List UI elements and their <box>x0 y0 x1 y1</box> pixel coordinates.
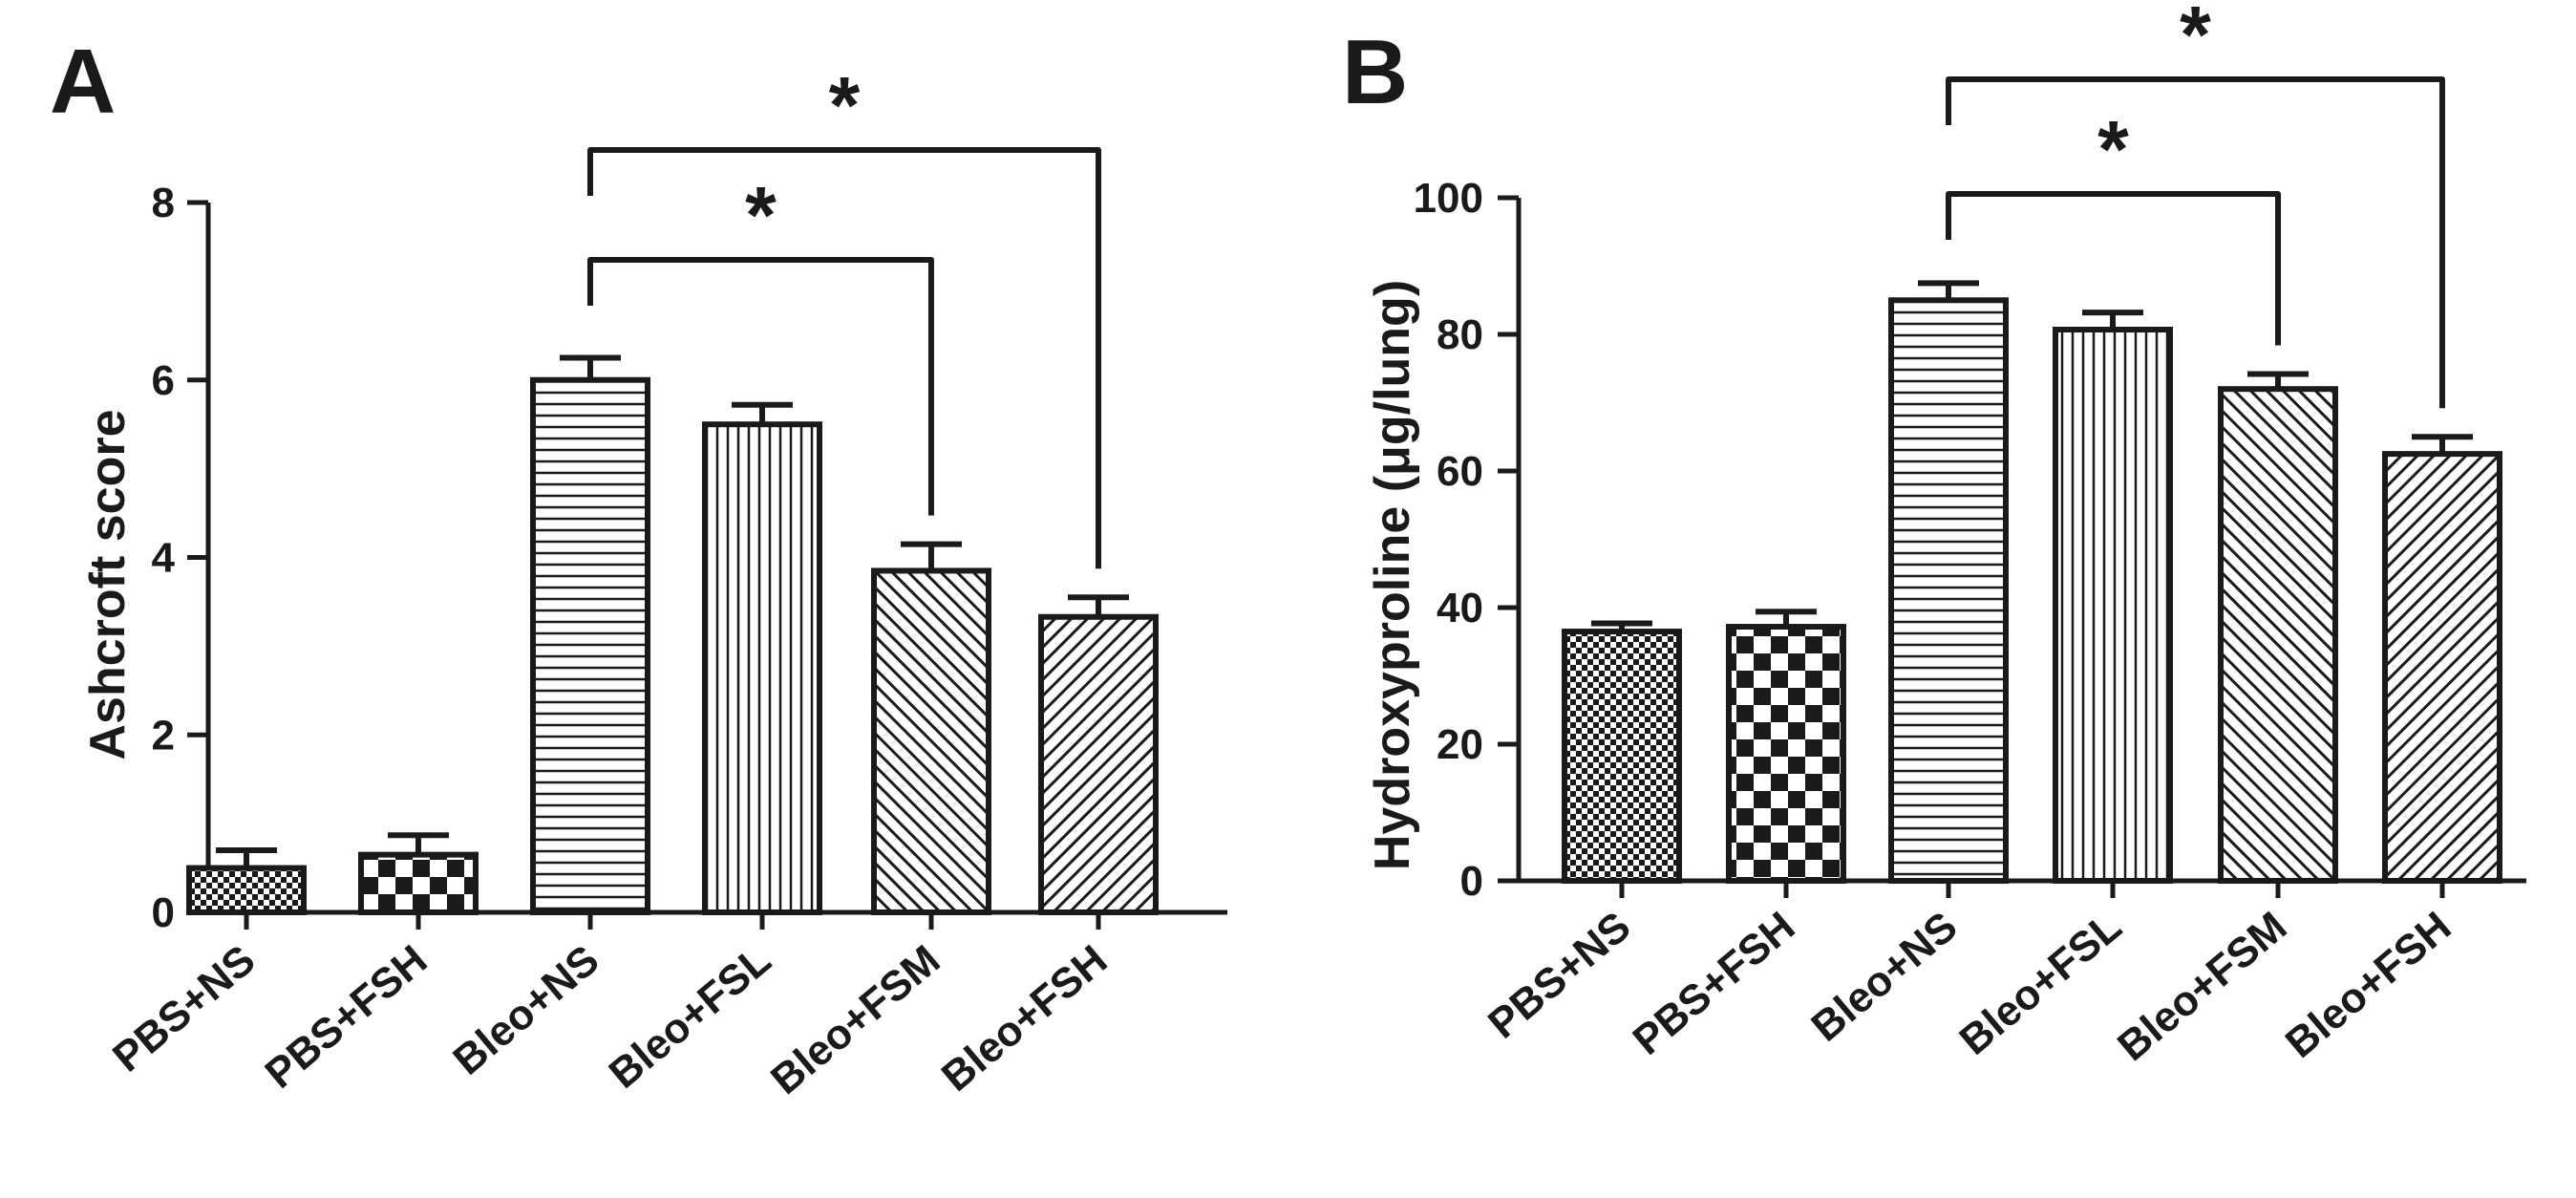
panel-a-bar-pbs-fsh <box>358 851 479 915</box>
panel-b-x-tick-label: Bleo+FSH <box>2277 903 2460 1067</box>
panel-b-significance-star: * <box>2097 104 2129 194</box>
panel-a-significance-star: * <box>745 170 777 260</box>
panel-a-significance-bracket <box>587 147 1101 569</box>
panel-b-x-tick-label: PBS+FSH <box>1625 903 1804 1064</box>
panel-a-significance-bracket <box>587 257 934 516</box>
panel-a-bar-bleo-fsm <box>871 567 991 916</box>
panel-b-x-tick-label: PBS+NS <box>1480 903 1639 1048</box>
panel-b-bar-pbs-fsh <box>1726 624 1846 885</box>
panel-b-y-axis-title: Hydroxyproline (μg/lung) <box>1365 280 1420 870</box>
panel-b-significance-bracket <box>1946 76 2445 409</box>
panel-a-y-tick-label: 6 <box>152 357 175 404</box>
panel-b-y-tick-label: 20 <box>1437 721 1483 768</box>
panel-a-bar-bleo-fsh <box>1038 613 1159 915</box>
panel-a-x-tick-label: PBS+FSH <box>257 936 436 1098</box>
panel-b-significance-star: * <box>2180 0 2211 79</box>
panel-b-y-tick-label: 60 <box>1437 448 1483 495</box>
panel-b-bar-pbs-ns <box>1562 629 1682 885</box>
panel-b-bar-bleo-fsm <box>2218 386 2338 884</box>
panel-a-x-tick-label: Bleo+FSH <box>933 936 1117 1101</box>
panel-a-bar-bleo-ns <box>530 376 650 915</box>
panel-b-significance-bracket <box>1946 191 2281 346</box>
panel-b-x-tick-label: Bleo+FSM <box>2109 903 2295 1070</box>
panel-a-y-tick-label: 8 <box>152 180 175 226</box>
panel-a-x-tick-label: Bleo+FSM <box>762 936 948 1103</box>
panel-b-bar-bleo-fsl <box>2053 326 2173 884</box>
panel-a-significance-star: * <box>829 60 861 150</box>
panel-a-bar-bleo-fsl <box>702 421 822 915</box>
panel-b-x-tick-label: Bleo+NS <box>1802 903 1966 1051</box>
panel-a-y-axis-title: Ashcroft score <box>80 410 136 760</box>
panel-b-letter: B <box>1342 21 1408 123</box>
panel-b-y-tick-label: 80 <box>1437 311 1483 358</box>
panel-b-y-tick-label: 0 <box>1460 858 1483 905</box>
panel-a-y-tick-label: 0 <box>152 889 175 936</box>
panel-b-bar-bleo-fsh <box>2382 451 2502 884</box>
panel-a-bar-pbs-ns <box>186 865 307 915</box>
panel-b-y-tick-label: 40 <box>1437 585 1483 631</box>
panel-b-y-tick-label: 100 <box>1414 175 1483 222</box>
panel-b-chart: B Hydroxyproline (μg/lung) 0 20 40 60 80 100 P… <box>1342 0 2526 1070</box>
panel-a-y-tick-label: 4 <box>152 535 176 582</box>
panel-a-x-tick-label: Bleo+NS <box>444 936 607 1084</box>
panel-a-letter: A <box>50 31 116 133</box>
panel-a-y-tick-label: 2 <box>152 712 175 759</box>
panel-b-bar-bleo-ns <box>1888 297 2009 884</box>
panel-b-x-tick-label: Bleo+FSL <box>1951 903 2131 1064</box>
panel-a-x-tick-label: PBS+NS <box>104 936 264 1081</box>
panel-a-x-tick-label: Bleo+FSL <box>601 936 780 1098</box>
